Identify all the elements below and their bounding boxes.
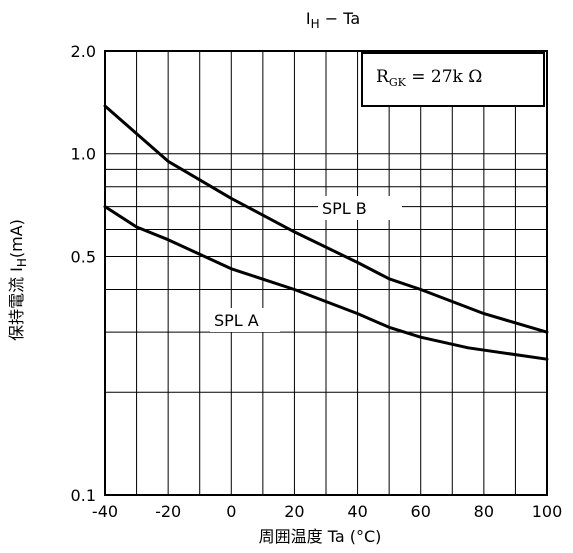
y-axis-title-rest: (mA)	[7, 219, 26, 258]
x-tick-labels: -40 -20 0 20 40 60 80 100	[92, 502, 562, 521]
chart-title: IH − Ta	[306, 9, 360, 31]
series-line-spl-b	[103, 104, 549, 334]
series-label-spl-b-bg	[318, 196, 402, 220]
y-tick-label: 2.0	[71, 42, 96, 61]
series-label-spl-a: SPL A	[214, 311, 259, 330]
rgk-annotation-box: RGK = 27k Ω	[361, 52, 545, 107]
y-tick-label: 0.1	[71, 486, 96, 505]
x-tick-label: 20	[284, 502, 304, 521]
chart-title-sub: H	[311, 17, 320, 31]
y-tick-labels: 0.1 0.5 1.0 2.0	[71, 42, 96, 505]
x-tick-label: 80	[474, 502, 494, 521]
rgk-annotation-prefix: R	[376, 67, 390, 87]
x-tick-label: -20	[155, 502, 181, 521]
chart-title-main: I	[306, 9, 311, 28]
x-tick-label: 100	[532, 502, 563, 521]
x-axis-title: 周囲温度 Ta (°C)	[259, 527, 382, 546]
x-tick-label: -40	[92, 502, 118, 521]
rgk-annotation-subscript: GK	[389, 76, 407, 89]
series-line-spl-a	[103, 205, 549, 361]
grid	[105, 51, 547, 495]
chart-title-rest: − Ta	[320, 9, 361, 28]
series-label-spl-a-bg	[210, 308, 280, 332]
series-label-spl-b: SPL B	[322, 199, 367, 218]
series-lines	[103, 104, 549, 361]
x-tick-label: 60	[411, 502, 431, 521]
y-tick-label: 0.5	[71, 247, 96, 266]
y-axis-title-main: 保持電流 I	[7, 267, 26, 341]
x-tick-label: 0	[226, 502, 236, 521]
plot-frame	[104, 50, 548, 496]
rgk-annotation-text: RGK = 27k Ω	[376, 67, 482, 89]
rgk-annotation-frame	[361, 52, 545, 107]
rgk-annotation-suffix: = 27k Ω	[406, 67, 482, 87]
y-axis-title-sub: H	[15, 258, 29, 267]
y-axis-title: 保持電流 IH(mA)	[7, 219, 29, 341]
y-tick-label: 1.0	[71, 145, 96, 164]
x-tick-label: 40	[347, 502, 367, 521]
